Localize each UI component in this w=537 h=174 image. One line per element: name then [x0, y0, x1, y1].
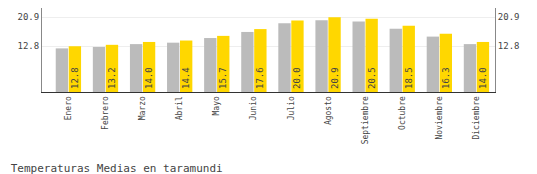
svg-text:15.7: 15.7 — [218, 67, 228, 89]
svg-text:Diciembre: Diciembre — [472, 96, 481, 140]
svg-text:14.0: 14.0 — [478, 67, 488, 89]
svg-text:14.0: 14.0 — [144, 67, 154, 89]
svg-text:20.0: 20.0 — [292, 67, 302, 89]
svg-text:Temperaturas Medias en taramun: Temperaturas Medias en taramundi — [11, 162, 223, 174]
svg-text:Noviembre: Noviembre — [435, 96, 444, 140]
svg-text:12.8: 12.8 — [18, 41, 40, 51]
svg-text:17.6: 17.6 — [255, 67, 265, 89]
svg-text:13.2: 13.2 — [107, 67, 117, 89]
svg-text:12.8: 12.8 — [498, 41, 520, 51]
svg-text:Mayo: Mayo — [212, 96, 221, 115]
svg-text:18.5: 18.5 — [404, 67, 414, 89]
svg-text:Junio: Junio — [249, 96, 258, 120]
svg-text:14.4: 14.4 — [181, 67, 191, 89]
svg-text:Julio: Julio — [287, 96, 296, 120]
svg-text:12.8: 12.8 — [70, 67, 80, 89]
svg-text:20.9: 20.9 — [18, 12, 40, 22]
svg-text:Febrero: Febrero — [101, 96, 110, 130]
svg-text:20.9: 20.9 — [498, 12, 520, 22]
svg-text:20.9: 20.9 — [330, 67, 340, 89]
svg-text:Abril: Abril — [175, 96, 184, 120]
svg-text:Octubre: Octubre — [398, 96, 407, 130]
svg-text:Marzo: Marzo — [138, 96, 147, 120]
svg-text:16.3: 16.3 — [441, 67, 451, 89]
svg-text:Enero: Enero — [64, 96, 73, 120]
svg-text:Agosto: Agosto — [324, 96, 333, 125]
svg-text:20.5: 20.5 — [367, 67, 377, 89]
svg-text:Septiembre: Septiembre — [361, 96, 370, 144]
